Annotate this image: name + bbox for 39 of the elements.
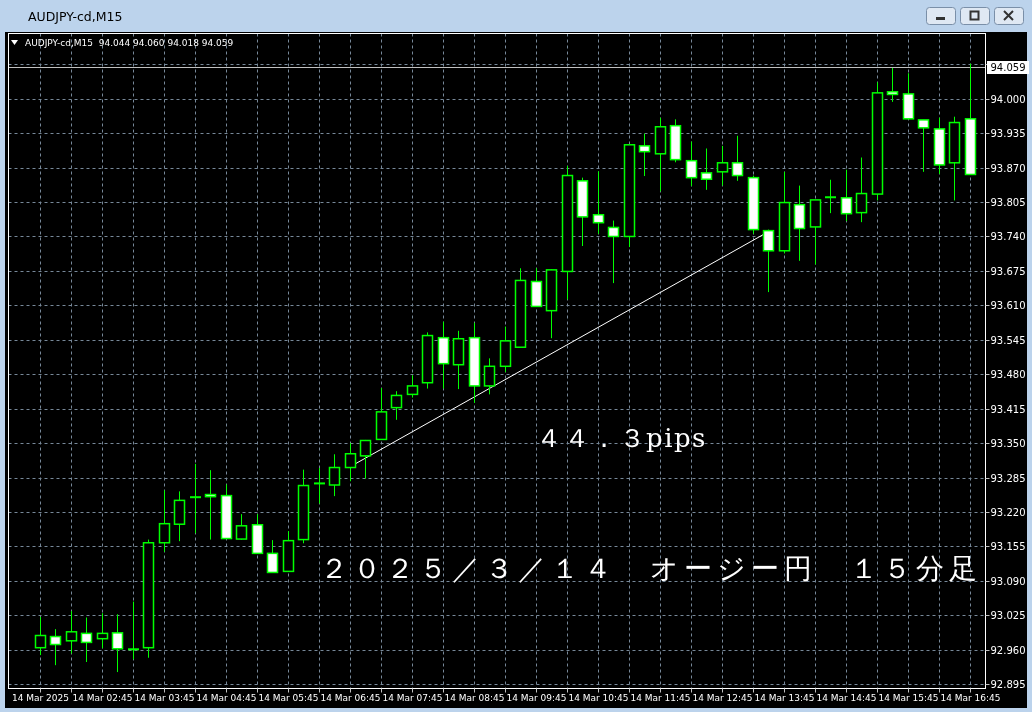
- y-tick-label: 93.025: [990, 610, 1026, 621]
- x-tick-label: 14 Mar 03:45: [134, 692, 195, 703]
- y-tick-label: 93.805: [990, 197, 1026, 208]
- chart-title: AUDJPY-cd,M15: [28, 9, 123, 24]
- x-tick-label: 14 Mar 09:45: [506, 692, 567, 703]
- x-tick-label: 14 Mar 11:45: [630, 692, 691, 703]
- y-tick-label: 93.220: [990, 507, 1026, 518]
- y-tick-label: 93.870: [990, 163, 1026, 174]
- x-tick-label: 14 Mar 05:45: [258, 692, 319, 703]
- y-tick-label: 93.285: [990, 473, 1026, 484]
- x-tick-label: 14 Mar 02:45: [72, 692, 133, 703]
- y-tick-label: 93.155: [990, 541, 1026, 552]
- y-tick-label: 93.675: [990, 266, 1026, 277]
- x-tick-label: 14 Mar 2025: [11, 692, 70, 703]
- x-tick-label: 14 Mar 04:45: [196, 692, 257, 703]
- y-tick-label: 92.960: [990, 645, 1026, 656]
- x-tick-label: 14 Mar 08:45: [444, 692, 505, 703]
- x-tick-label: 14 Mar 12:45: [692, 692, 753, 703]
- y-tick-label: 93.090: [990, 576, 1026, 587]
- y-tick-label: 94.000: [990, 94, 1026, 105]
- x-tick-label: 14 Mar 14:45: [816, 692, 877, 703]
- annotation: ２０２５／３／１４ オージー円 １５分足: [320, 552, 982, 585]
- y-tick-label: 93.350: [990, 438, 1026, 449]
- annotation: ４４．３pips: [536, 423, 707, 453]
- y-tick-label: 93.545: [990, 335, 1026, 346]
- ref-line-label: 94.059: [990, 62, 1026, 73]
- chart-subtitle: AUDJPY-cd,M15 94.044 94.060 94.018 94.059: [25, 38, 234, 48]
- x-tick-label: 14 Mar 13:45: [754, 692, 815, 703]
- y-tick-label: 93.415: [990, 404, 1026, 415]
- y-tick-label: 93.740: [990, 231, 1026, 242]
- y-tick-label: 92.895: [990, 679, 1026, 690]
- y-tick-label: 93.610: [990, 300, 1026, 311]
- x-tick-label: 14 Mar 06:45: [320, 692, 381, 703]
- y-tick-label: 93.935: [990, 128, 1026, 139]
- x-tick-label: 14 Mar 07:45: [382, 692, 443, 703]
- x-tick-label: 14 Mar 15:45: [878, 692, 939, 703]
- x-tick-label: 14 Mar 10:45: [568, 692, 629, 703]
- y-tick-label: 93.480: [990, 369, 1026, 380]
- x-tick-label: 14 Mar 16:45: [940, 692, 1001, 703]
